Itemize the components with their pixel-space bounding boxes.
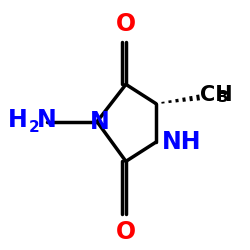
Text: N: N	[36, 108, 56, 132]
Text: H: H	[8, 108, 27, 132]
Text: O: O	[116, 220, 136, 244]
Text: 2: 2	[28, 120, 39, 135]
Text: 3: 3	[218, 90, 229, 105]
Text: N: N	[90, 110, 109, 134]
Text: NH: NH	[162, 130, 202, 154]
Text: O: O	[116, 12, 136, 36]
Text: CH: CH	[200, 85, 233, 105]
